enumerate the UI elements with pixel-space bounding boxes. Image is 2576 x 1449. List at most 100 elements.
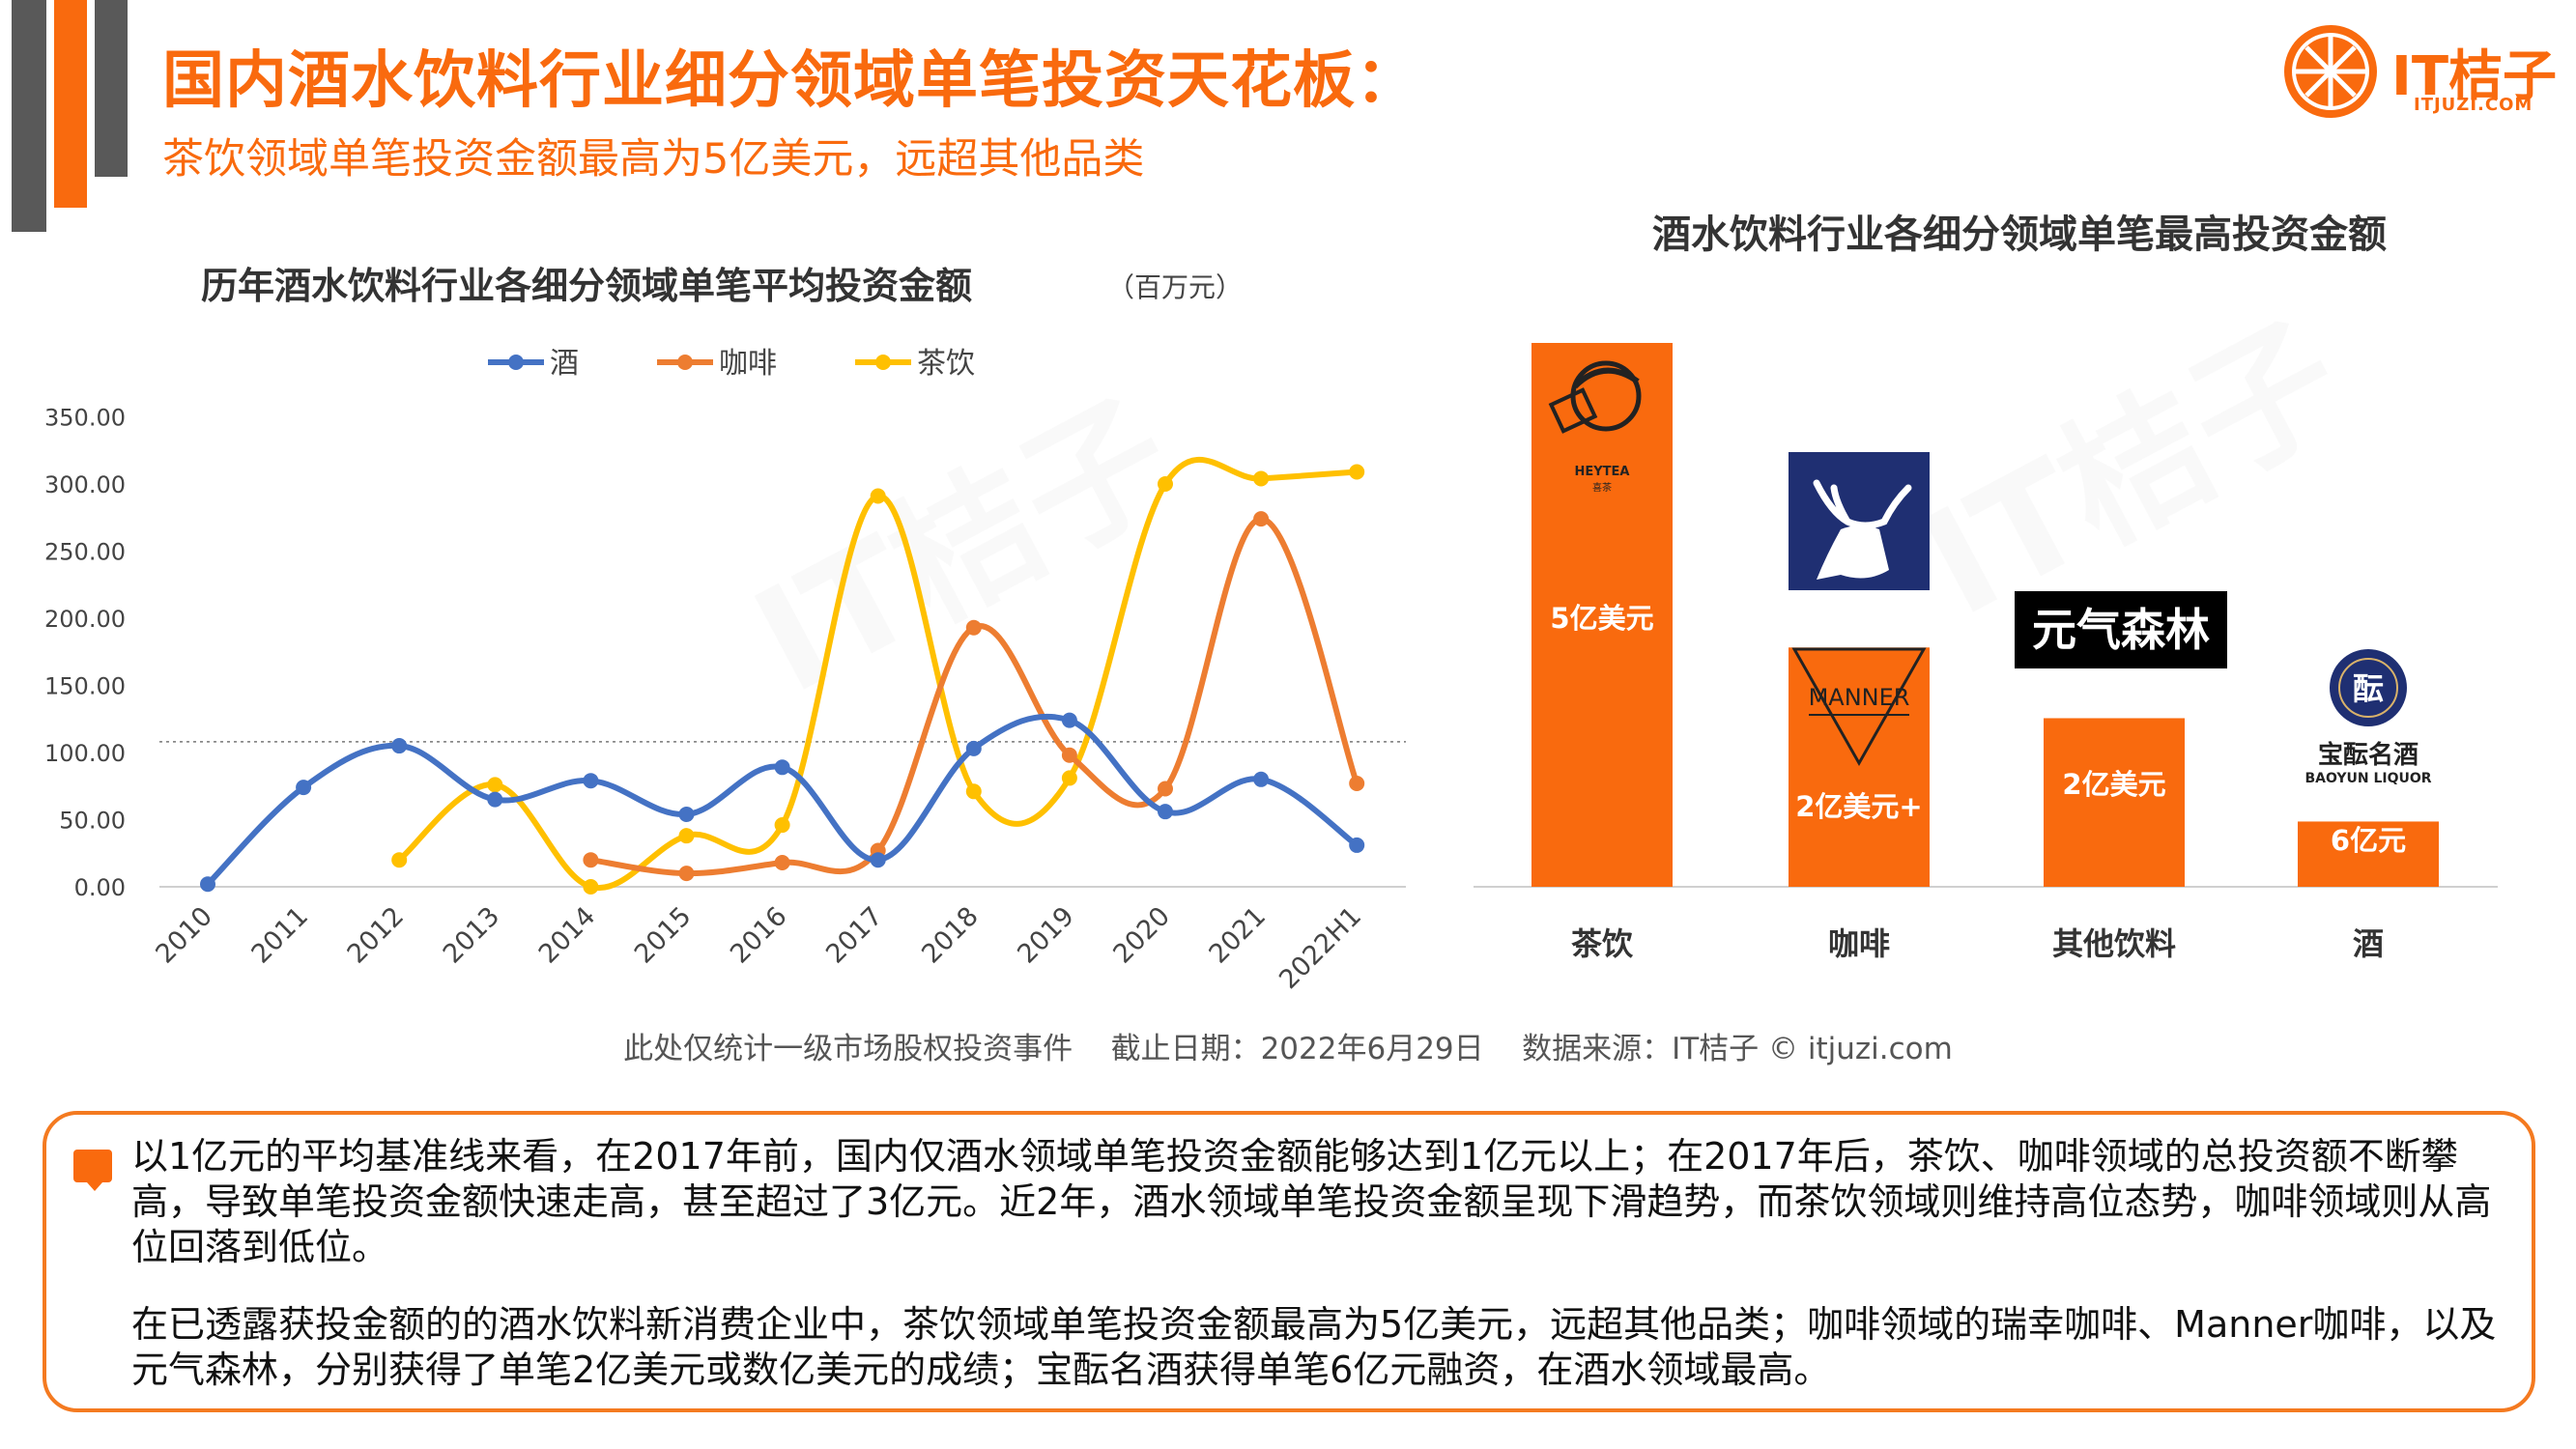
- deer-logo: [1789, 452, 1930, 590]
- x-tick-label: 2016: [725, 901, 793, 970]
- line-chart-unit: （百万元）: [1107, 271, 1244, 303]
- decor-bar-grey: [12, 0, 46, 232]
- bar-value-label: 2亿美元: [2062, 768, 2165, 801]
- svg-text:元气森林: 元气森林: [2032, 604, 2210, 656]
- bar: [1531, 343, 1673, 887]
- data-point: [965, 619, 982, 636]
- x-tick-label: 2018: [916, 901, 985, 970]
- bar-value-label: 6亿元: [2331, 824, 2406, 857]
- x-tick-label: 2021: [1204, 901, 1273, 970]
- data-point: [583, 879, 599, 895]
- data-point: [1158, 781, 1173, 797]
- x-tick-label: 2011: [246, 901, 315, 970]
- svg-text:宝酝名酒: 宝酝名酒: [2318, 740, 2419, 770]
- legend-label: 咖啡: [719, 347, 777, 381]
- data-point: [391, 738, 408, 754]
- decor-bar-grey-2: [95, 0, 128, 177]
- line-chart-title: 历年酒水饮料行业各细分领域单笔平均投资金额: [201, 265, 973, 307]
- data-point: [1061, 712, 1077, 728]
- bar-chart: 茶饮 咖啡 其他饮料 酒 5亿美元 2亿美元+ 2亿美元 6亿元 HEYTEA 喜茶 MANNER 元…: [1474, 343, 2498, 962]
- manner-logo: MANNER: [1791, 647, 1927, 767]
- y-tick-label: 0.00: [74, 874, 126, 901]
- data-point: [487, 791, 503, 808]
- data-point: [1061, 747, 1077, 763]
- data-point: [965, 740, 982, 756]
- bar-category-label: 茶饮: [1571, 925, 1634, 962]
- legend-label: 酒: [550, 347, 579, 381]
- data-point: [1349, 464, 1365, 480]
- data-point: [1349, 837, 1365, 853]
- x-tick-label: 2012: [342, 901, 411, 970]
- y-tick-label: 150.00: [44, 673, 126, 700]
- svg-text:HEYTEA: HEYTEA: [1575, 465, 1630, 479]
- x-tick-label: 2014: [533, 901, 602, 970]
- summary-box: 以1亿元的平均基准线来看，在2017年前，国内仅酒水领域单笔投资金额能够达到1亿…: [43, 1111, 2535, 1412]
- data-point: [1158, 804, 1173, 820]
- data-point: [391, 852, 408, 868]
- data-point: [678, 828, 695, 844]
- data-point: [1253, 511, 1270, 527]
- data-point: [1061, 770, 1077, 786]
- svg-text:IT桔子: IT桔子: [730, 370, 1199, 726]
- y-tick-label: 200.00: [44, 606, 126, 633]
- bar-category-label: 咖啡: [1828, 925, 1890, 962]
- decor-bar-orange: [54, 0, 87, 208]
- x-tick-label: 2022H1: [1274, 901, 1367, 995]
- data-point: [296, 780, 312, 796]
- data-point: [870, 852, 886, 868]
- legend-marker: [508, 355, 524, 370]
- data-point: [1253, 470, 1270, 487]
- bar: [1789, 647, 1930, 887]
- bar-category-label: 酒: [2353, 925, 2384, 962]
- data-point: [870, 488, 886, 504]
- speech-bubble-icon: [73, 1150, 112, 1191]
- itjuzi-logo: IT桔子 ITJUZI.COM: [2280, 19, 2570, 126]
- data-point: [487, 777, 503, 793]
- x-tick-label: 2010: [150, 901, 218, 970]
- logo-text: IT桔子: [2391, 45, 2558, 108]
- y-tick-label: 100.00: [44, 740, 126, 767]
- data-point: [1253, 771, 1270, 787]
- data-point: [1349, 775, 1365, 791]
- heytea-logo: HEYTEA 喜茶: [1548, 360, 1642, 494]
- data-point: [774, 854, 790, 870]
- legend-marker: [677, 355, 693, 370]
- legend-label: 茶饮: [917, 347, 975, 381]
- svg-text:BAOYUN LIQUOR: BAOYUN LIQUOR: [2304, 771, 2431, 786]
- x-tick-label: 2017: [820, 901, 889, 970]
- bar-category-label: 其他饮料: [2052, 925, 2176, 962]
- yuanqi-logo: 元气森林: [2015, 591, 2227, 668]
- data-point: [583, 852, 599, 868]
- bar: [2298, 821, 2439, 887]
- x-tick-label: 2020: [1107, 901, 1176, 970]
- x-tick-label: 2013: [438, 901, 506, 970]
- bar-value-label: 2亿美元+: [1795, 790, 1922, 823]
- bar-value-label: 5亿美元: [1550, 602, 1653, 635]
- data-point: [965, 783, 982, 800]
- summary-paragraph-2: 在已透露获投金额的的酒水饮料新消费企业中，茶饮领域单笔投资金额最高为5亿美元，远…: [131, 1303, 2497, 1391]
- line-chart: 0.00 50.00 100.00 150.00 200.00 250.00 300.00 3…: [44, 347, 1406, 995]
- legend-marker: [875, 355, 891, 370]
- data-point: [678, 866, 695, 882]
- manner-text: MANNER: [1809, 684, 1910, 711]
- x-tick-label: 2019: [1012, 901, 1080, 970]
- summary-paragraph-1: 以1亿元的平均基准线来看，在2017年前，国内仅酒水领域单笔投资金额能够达到1亿…: [131, 1135, 2492, 1268]
- orange-slice-icon: [2284, 25, 2377, 118]
- bar: [2044, 718, 2185, 887]
- bar-chart-title: 酒水饮料行业各细分领域单笔最高投资金额: [1652, 213, 2387, 257]
- data-point: [774, 759, 790, 776]
- y-tick-label: 50.00: [59, 808, 126, 835]
- page-subtitle: 茶饮领域单笔投资金额最高为5亿美元，远超其他品类: [162, 135, 1145, 184]
- y-tick-label: 300.00: [44, 471, 126, 498]
- data-point: [583, 773, 599, 789]
- data-point: [1158, 476, 1173, 492]
- y-tick-label: 350.00: [44, 405, 126, 432]
- svg-text:酝: 酝: [2353, 670, 2384, 707]
- page-title: 国内酒水饮料行业细分领域单笔投资天花板：: [162, 45, 1418, 117]
- y-tick-label: 250.00: [44, 539, 126, 566]
- x-tick-label: 2015: [629, 901, 698, 970]
- logo-subtext: ITJUZI.COM: [2414, 95, 2533, 115]
- data-point: [774, 817, 790, 834]
